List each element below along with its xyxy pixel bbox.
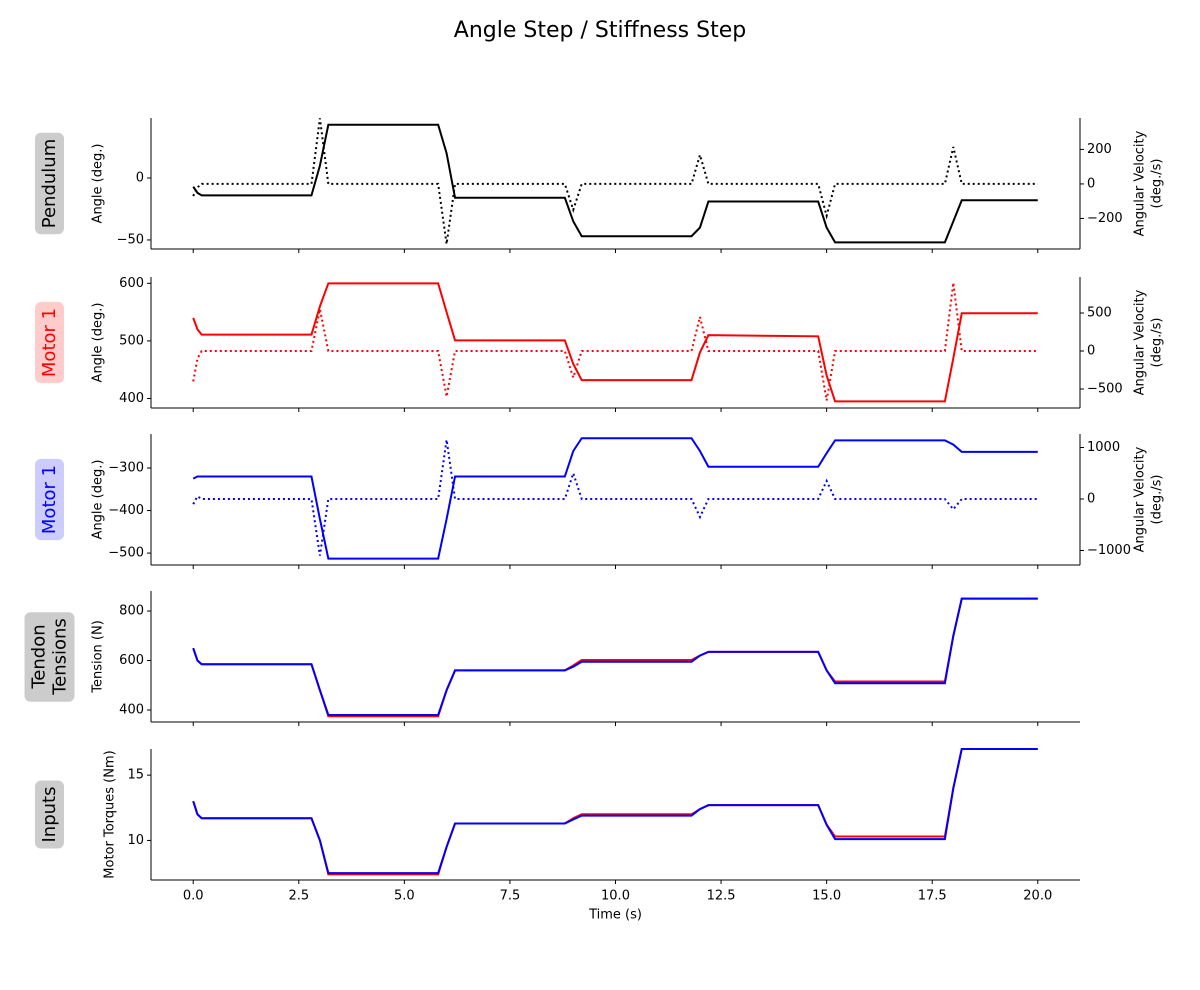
- series-line: [192, 597, 1038, 716]
- panel-label-text: Inputs: [39, 787, 60, 843]
- figure-title: Angle Step / Stiffness Step: [454, 18, 746, 43]
- y2-tick-label: 1000: [1087, 440, 1120, 455]
- y2-tick-label: −200: [1087, 211, 1123, 226]
- panel-label-text: Motor 1: [39, 465, 60, 534]
- panel-label-box: [35, 132, 64, 235]
- y-axis-label: Angle (deg.): [91, 144, 106, 224]
- y-tick-label: 800: [119, 604, 144, 619]
- y2-axis-label: Angular Velocity: [1133, 130, 1148, 236]
- x-tick-label: 5.0: [394, 889, 415, 904]
- y2-axis-label: (deg./s): [1150, 318, 1165, 368]
- y-tick-label: −50: [117, 232, 144, 247]
- y2-axis-label: (deg./s): [1150, 475, 1165, 525]
- panel-label-box: [24, 612, 75, 702]
- y2-tick-label: 500: [1087, 306, 1112, 321]
- y2-tick-label: 200: [1087, 142, 1112, 157]
- x-tick-label: 2.5: [288, 889, 309, 904]
- x-axis-label: Time (s): [588, 908, 642, 923]
- panel-label: Pendulum: [35, 132, 64, 235]
- y-tick-label: −500: [108, 546, 144, 561]
- y-tick-label: −400: [108, 503, 144, 518]
- panel-label: Motor 1: [35, 301, 64, 384]
- x-tick-label: 12.5: [707, 889, 736, 904]
- x-tick-label: 0.0: [183, 889, 204, 904]
- panel-label-text: Tensions: [50, 618, 71, 696]
- y2-axis-label: Angular Velocity: [1133, 446, 1148, 552]
- y-axis-label: Angle (deg.): [91, 303, 106, 383]
- x-tick-label: 10.0: [601, 889, 630, 904]
- panel-label: Inputs: [35, 780, 64, 849]
- series-line: [192, 439, 1038, 556]
- y-axis-label: Angle (deg.): [91, 460, 106, 540]
- y-tick-label: 0: [136, 170, 144, 185]
- y-tick-label: 600: [119, 276, 144, 291]
- x-tick-label: 7.5: [500, 889, 521, 904]
- y-tick-label: 400: [119, 703, 144, 718]
- panel-label-box: [35, 780, 64, 849]
- y2-tick-label: 0: [1087, 491, 1095, 506]
- y-tick-label: 500: [119, 333, 144, 348]
- x-tick-label: 17.5: [918, 889, 947, 904]
- y2-tick-label: 0: [1087, 176, 1095, 191]
- series-line: [192, 282, 1038, 401]
- y2-tick-label: −1000: [1087, 543, 1131, 558]
- series-line: [192, 282, 1038, 403]
- panel-label: Tendon Tensions: [24, 612, 75, 702]
- y-axis-label: Motor Torques (Nm): [103, 750, 118, 878]
- y2-axis-label: (deg./s): [1150, 159, 1165, 209]
- panel-label-box: [35, 458, 64, 541]
- panel-label-box: [35, 301, 64, 384]
- y-tick-label: −300: [108, 461, 144, 476]
- y-tick-label: 400: [119, 391, 144, 406]
- series-line: [192, 437, 1038, 560]
- panel-label-text: Tendon: [29, 624, 50, 689]
- x-tick-label: 20.0: [1023, 889, 1052, 904]
- y-tick-label: 600: [119, 653, 144, 668]
- series-line: [192, 123, 1038, 244]
- panel-label: Motor 1: [35, 458, 64, 541]
- panel-label-text: Motor 1: [39, 308, 60, 377]
- series-line: [192, 748, 1038, 875]
- x-tick-label: 15.0: [812, 889, 841, 904]
- y2-tick-label: −500: [1087, 382, 1123, 397]
- y2-tick-label: 0: [1087, 344, 1095, 359]
- y-tick-label: 10: [127, 833, 144, 848]
- y2-axis-label: Angular Velocity: [1133, 289, 1148, 395]
- panel-label-text: Pendulum: [39, 139, 60, 228]
- y-axis-label: Tension (N): [91, 620, 106, 694]
- y-tick-label: 15: [127, 768, 144, 783]
